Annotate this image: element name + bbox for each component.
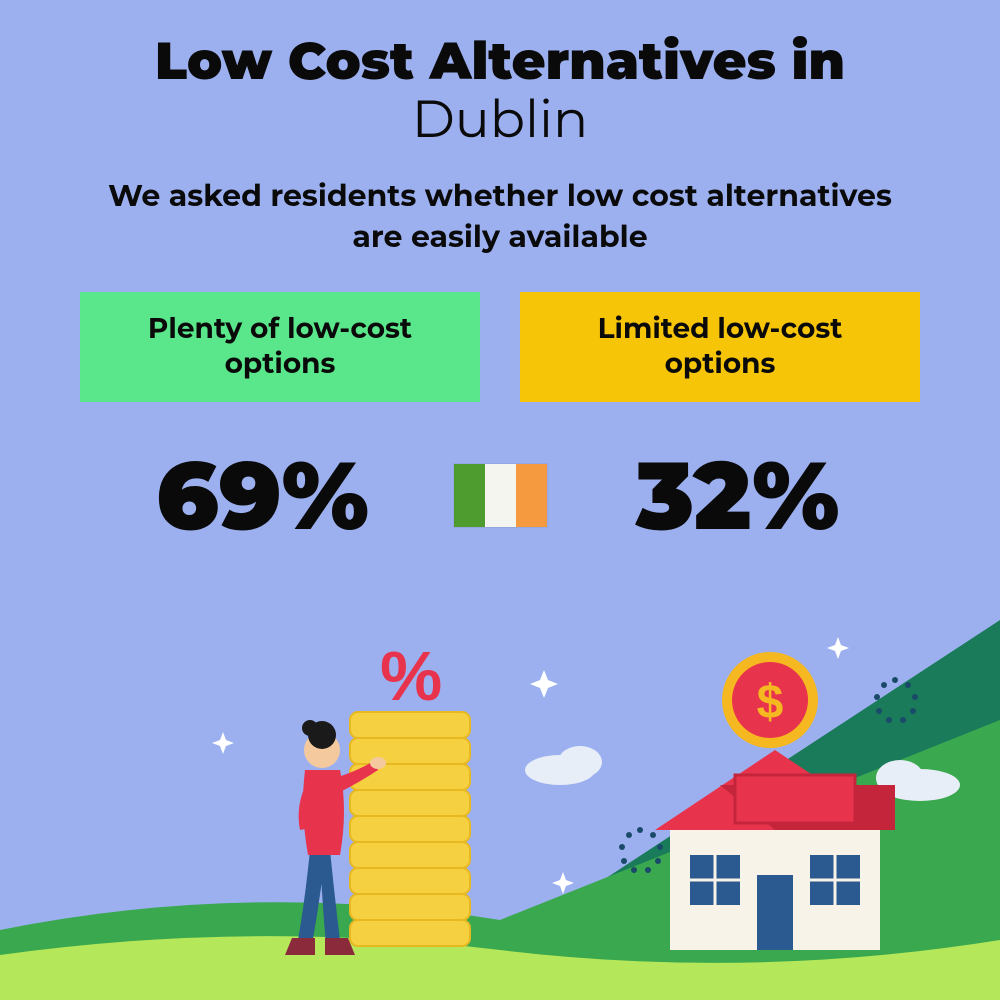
flag-stripe-green <box>454 464 485 527</box>
sparkle-1-icon <box>530 670 558 698</box>
option-plenty: Plenty of low-cost options <box>80 292 480 402</box>
title-line2: Dublin <box>0 88 1000 151</box>
option-limited: Limited low-cost options <box>520 292 920 402</box>
dollar-coin-icon: $ <box>722 652 818 748</box>
subtitle: We asked residents whether low cost alte… <box>0 176 1000 257</box>
stat-left: 69% <box>108 437 418 553</box>
sparkle-3-icon <box>552 872 574 894</box>
svg-text:%: % <box>380 637 442 715</box>
stat-right: 32% <box>583 437 893 553</box>
cloud-left-icon <box>525 746 602 785</box>
svg-text:$: $ <box>757 676 784 729</box>
sparkle-2-icon <box>212 732 234 754</box>
ireland-flag-icon <box>453 463 548 528</box>
stats-row: 69% 32% <box>0 437 1000 553</box>
options-row: Plenty of low-cost options Limited low-c… <box>0 292 1000 402</box>
header: Low Cost Alternatives in Dublin <box>0 0 1000 151</box>
flag-stripe-orange <box>516 464 547 527</box>
sparkle-4-icon <box>827 637 849 659</box>
percent-icon: % <box>380 637 442 715</box>
coin-stack-icon <box>350 712 470 946</box>
title-line1: Low Cost Alternatives in <box>0 30 1000 93</box>
illustration: $ % <box>0 620 1000 1000</box>
flag-stripe-white <box>485 464 516 527</box>
